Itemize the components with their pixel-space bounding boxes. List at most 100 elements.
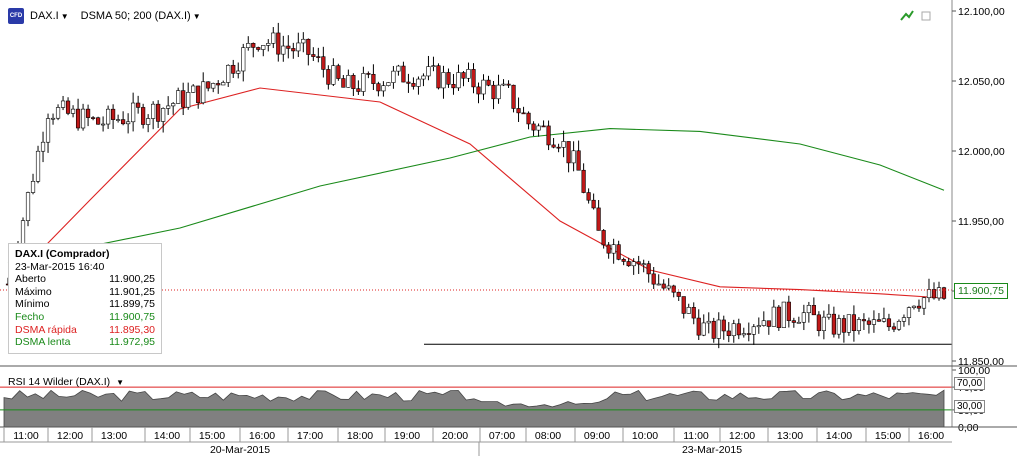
candle-body [296,42,301,52]
candle-body [786,301,791,321]
candle-body [641,263,646,265]
symbol-selector[interactable]: DAX.I ▼ [30,10,69,22]
candle-body [156,103,161,122]
hour-label: 16:00 [249,430,275,442]
candle-body [181,90,186,108]
info-row-label: Mínimo [15,298,50,311]
price-tick-label: 11.850,00 [958,356,1004,368]
info-row-value: 11.899,75 [109,298,155,311]
candle-body [211,83,216,89]
candle-body [541,125,546,128]
candle-body [426,66,431,77]
candle-body [386,82,391,86]
chart-annotations [0,10,952,345]
candle-body [191,85,196,93]
candle-body [466,69,471,79]
candle-body [691,307,696,319]
candle-body [201,81,206,104]
info-row-value: 11.972,95 [109,336,155,349]
candle-body [55,107,61,119]
candle-body [166,105,171,109]
candle-body [736,323,741,336]
info-row: DSMA rápida 11.895,30 [15,324,155,337]
candle-body [261,45,266,50]
candle-body [726,330,731,337]
info-title: DAX.I (Comprador) [15,248,110,260]
hour-label: 11:00 [13,430,39,442]
candle-body [746,333,751,335]
candle-body [556,146,561,149]
candle-body [721,319,726,332]
date-label: 20-Mar-2015 [210,444,270,456]
candle-body [126,121,131,125]
candle-body [361,73,366,92]
candle-body [731,323,736,337]
candle-body [716,319,721,339]
candle-body [606,244,611,254]
candle-body [461,72,466,79]
candle-body [281,45,286,55]
hour-label: 18:00 [347,430,373,442]
candle-body [151,103,156,119]
candle-body [856,319,862,331]
hour-label: 07:00 [489,430,515,442]
candle-body [171,103,176,107]
candle-body [176,90,181,104]
candle-body [371,73,376,84]
rsi-tick-label: 100,00 [958,365,990,377]
candle-body [276,32,281,55]
candle-body [776,306,781,328]
candle-body [321,56,326,70]
candle-body [381,85,386,92]
hour-label: 15:00 [199,430,225,442]
candle-body [521,112,526,115]
candle-body [301,38,306,44]
candle-body [906,307,912,318]
candle-body [896,320,902,330]
candle-body [706,320,711,324]
candle-body [526,112,531,125]
candle-body [206,81,211,89]
candle-body [681,296,686,314]
candle-body [701,322,706,336]
candle-body [866,320,872,325]
candle-body [161,108,166,122]
candle-body [766,320,771,327]
candle-body [60,100,66,108]
candle-body [841,318,846,333]
hour-label: 15:00 [875,430,901,442]
candle-body [326,69,331,85]
candle-body [456,72,461,89]
hour-label: 10:00 [632,430,658,442]
candle-body [241,47,246,72]
dsma-slow-line [7,128,945,264]
price-tick-label: 12.100,00 [958,6,1005,18]
hour-label: 19:00 [394,430,420,442]
info-row-label: DSMA rápida [15,323,77,336]
candle-body [941,287,947,299]
chevron-down-icon: ▼ [192,12,201,21]
hour-label: 17:00 [297,430,323,442]
trend-arrow-icon [900,10,914,21]
candle-body [196,85,201,104]
candle-body [85,108,91,118]
candle-body [406,81,411,84]
candle-body [671,285,676,293]
candle-body [586,192,591,201]
candle-body [266,43,271,46]
candle-body [216,83,221,86]
candle-body [581,169,586,193]
candle-body [366,73,371,75]
indicator-selector[interactable]: DSMA 50; 200 (DAX.I) ▼ [81,10,201,22]
candle-body [411,83,416,87]
candle-body [561,141,566,148]
rsi-header[interactable]: RSI 14 Wilder (DAX.I) ▼ [8,376,124,388]
symbol-label: DAX.I [30,10,59,22]
candle-body [591,199,596,209]
rsi-panel: 100,0070,00 30,00 0,00 [0,365,990,434]
candle-body [291,48,296,52]
candle-body [851,314,857,331]
info-row-value: 11.895,30 [109,323,155,336]
candle-body [116,119,121,121]
